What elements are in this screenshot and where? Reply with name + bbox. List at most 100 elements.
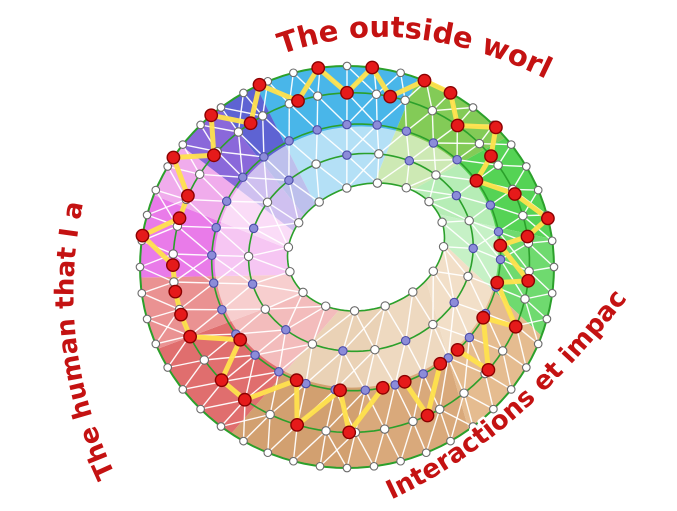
red-node[interactable] [252,77,267,92]
red-node[interactable] [165,258,180,272]
white-node[interactable] [542,314,552,324]
red-node[interactable] [476,310,491,325]
white-node[interactable] [163,162,173,171]
white-node[interactable] [320,301,331,311]
red-node[interactable] [290,417,304,432]
white-node[interactable] [151,185,161,195]
white-node[interactable] [427,105,438,116]
white-node[interactable] [446,436,455,446]
white-node[interactable] [506,140,516,149]
red-node[interactable] [417,73,432,88]
white-node[interactable] [151,339,161,349]
purple-node[interactable] [443,353,454,363]
white-node[interactable] [196,404,205,414]
red-node[interactable] [340,85,354,100]
purple-node[interactable] [404,156,415,166]
purple-node[interactable] [238,172,248,183]
white-node[interactable] [178,140,188,149]
red-node[interactable] [172,211,187,226]
white-node[interactable] [239,88,248,98]
white-node[interactable] [380,301,390,311]
white-node[interactable] [521,363,531,372]
red-node[interactable] [289,373,304,388]
red-node[interactable] [311,61,326,75]
red-node[interactable] [375,380,390,395]
purple-node[interactable] [342,150,352,160]
red-node[interactable] [342,425,357,440]
red-node[interactable] [541,211,555,226]
red-node[interactable] [168,284,183,299]
white-node[interactable] [342,183,352,193]
white-node[interactable] [289,68,298,78]
white-node[interactable] [506,385,516,394]
white-node[interactable] [312,91,323,101]
red-node[interactable] [166,150,181,165]
purple-node[interactable] [248,223,259,234]
purple-node[interactable] [207,250,217,261]
red-node[interactable] [521,273,536,288]
white-node[interactable] [137,288,147,298]
purple-node[interactable] [284,136,294,146]
red-node[interactable] [450,118,465,133]
red-node[interactable] [180,188,195,203]
purple-node[interactable] [360,385,371,395]
white-node[interactable] [489,404,498,414]
white-node[interactable] [493,160,503,170]
white-node[interactable] [547,288,557,298]
red-node[interactable] [237,392,252,407]
white-node[interactable] [163,363,173,372]
white-node[interactable] [142,314,152,324]
purple-node[interactable] [284,175,294,186]
purple-node[interactable] [259,152,269,162]
red-node[interactable] [206,148,221,163]
white-node[interactable] [428,266,439,276]
red-node[interactable] [291,94,305,108]
red-node[interactable] [397,374,412,389]
purple-node[interactable] [208,278,219,288]
purple-node[interactable] [449,297,459,308]
purple-node[interactable] [250,350,260,360]
red-node[interactable] [507,187,522,201]
white-node[interactable] [371,89,382,100]
white-node[interactable] [265,409,275,420]
white-node[interactable] [549,262,559,272]
white-node[interactable] [434,404,445,415]
white-node[interactable] [243,251,254,262]
purple-node[interactable] [428,138,439,148]
purple-node[interactable] [468,243,478,254]
red-node[interactable] [174,307,188,322]
white-node[interactable] [437,217,447,228]
purple-node[interactable] [372,120,382,130]
purple-node[interactable] [418,369,428,379]
red-node[interactable] [204,108,219,123]
white-node[interactable] [349,306,360,316]
white-node[interactable] [468,103,478,112]
white-node[interactable] [459,388,469,398]
white-node[interactable] [431,170,441,180]
white-node[interactable] [168,249,178,259]
red-node[interactable] [488,120,503,135]
purple-node[interactable] [211,222,221,233]
purple-node[interactable] [400,335,411,346]
red-node[interactable] [469,173,484,188]
purple-node[interactable] [342,119,352,130]
white-node[interactable] [298,287,308,298]
white-node[interactable] [263,448,273,458]
purple-node[interactable] [495,254,506,265]
red-node[interactable] [233,332,248,347]
white-node[interactable] [233,127,244,137]
red-node[interactable] [508,319,523,334]
white-node[interactable] [260,304,271,314]
white-node[interactable] [315,461,325,471]
white-node[interactable] [533,185,543,195]
red-node[interactable] [481,362,496,377]
white-node[interactable] [547,236,557,246]
purple-node[interactable] [274,367,284,377]
red-node[interactable] [450,342,465,357]
white-node[interactable] [289,456,298,466]
red-node[interactable] [493,238,508,253]
red-node[interactable] [383,89,398,104]
purple-node[interactable] [451,190,462,201]
white-node[interactable] [408,287,418,297]
purple-node[interactable] [338,346,348,356]
